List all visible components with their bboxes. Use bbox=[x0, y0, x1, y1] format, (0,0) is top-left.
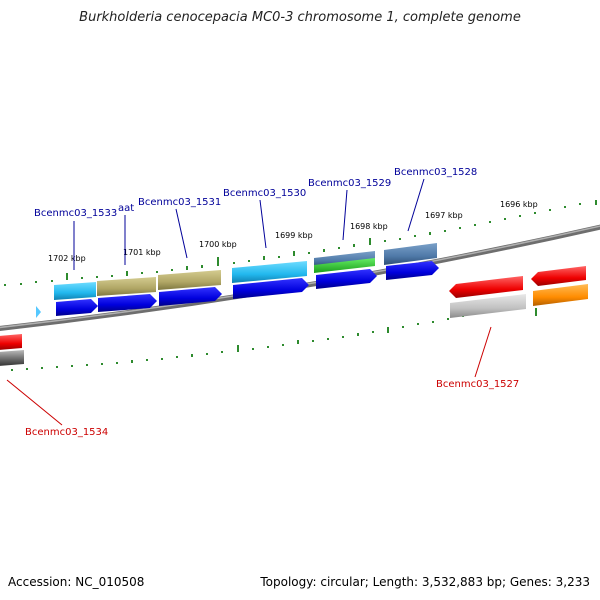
gene-arrow-reverse[interactable] bbox=[531, 266, 586, 286]
gene-label-bcenmc03-1534: Bcenmc03_1534 bbox=[25, 427, 108, 438]
gene-feature-gray[interactable] bbox=[450, 294, 526, 318]
gene-arrow-reverse-left[interactable] bbox=[0, 334, 22, 350]
scale-label-1702: 1702 kbp bbox=[48, 254, 86, 263]
gene-label-bcenmc03-1528: Bcenmc03_1528 bbox=[394, 167, 477, 178]
gene-feature-steel[interactable] bbox=[314, 251, 375, 267]
chromosome-backbone bbox=[0, 224, 600, 331]
gene-feature-cyan[interactable] bbox=[232, 261, 307, 283]
scale-label-1698: 1698 kbp bbox=[350, 222, 388, 231]
scale-label-1701: 1701 kbp bbox=[123, 248, 161, 257]
callout-lines bbox=[6, 178, 492, 426]
gene-label-bcenmc03-1531: Bcenmc03_1531 bbox=[138, 197, 221, 208]
scale-label-1700: 1700 kbp bbox=[199, 240, 237, 249]
gene-label-bcenmc03-1530: Bcenmc03_1530 bbox=[223, 188, 306, 199]
gene-arrow-forward-partial[interactable] bbox=[36, 306, 41, 318]
feature-row-top bbox=[54, 243, 437, 300]
scale-label-1697: 1697 kbp bbox=[425, 211, 463, 220]
scale-label-1699: 1699 kbp bbox=[275, 231, 313, 240]
gene-arrow-forward[interactable] bbox=[233, 278, 309, 299]
topology-text: Topology: circular; Length: 3,532,883 bp… bbox=[260, 575, 590, 589]
gene-arrow-forward[interactable] bbox=[159, 287, 222, 306]
gene-feature-green[interactable] bbox=[314, 258, 375, 273]
map-title: Burkholderia cenocepacia MC0-3 chromosom… bbox=[79, 10, 521, 25]
gene-feature-cyan[interactable] bbox=[54, 282, 96, 300]
outer-tick-track bbox=[4, 200, 597, 286]
gene-feature-steel[interactable] bbox=[384, 243, 437, 265]
scale-label-1696: 1696 kbp bbox=[500, 200, 538, 209]
gene-label-bcenmc03-1533: Bcenmc03_1533 bbox=[34, 208, 117, 219]
reverse-gene-row bbox=[0, 266, 588, 366]
gene-arrow-reverse[interactable] bbox=[449, 276, 523, 298]
gene-feature-olive[interactable] bbox=[158, 270, 221, 290]
gene-arrow-forward[interactable] bbox=[98, 294, 157, 312]
gene-label-bcenmc03-1527: Bcenmc03_1527 bbox=[436, 379, 519, 390]
gene-arrow-forward[interactable] bbox=[56, 299, 98, 316]
gene-label-aat: aat bbox=[118, 203, 134, 214]
accession-text: Accession: NC_010508 bbox=[8, 575, 145, 589]
gene-arrow-forward[interactable] bbox=[316, 269, 377, 289]
forward-gene-row bbox=[36, 261, 439, 318]
gene-arrow-forward[interactable] bbox=[386, 261, 439, 280]
gene-label-bcenmc03-1529: Bcenmc03_1529 bbox=[308, 178, 391, 189]
gene-feature-orange[interactable] bbox=[533, 284, 588, 306]
gene-feature-dark[interactable] bbox=[0, 350, 24, 366]
gene-feature-olive[interactable] bbox=[97, 277, 156, 296]
